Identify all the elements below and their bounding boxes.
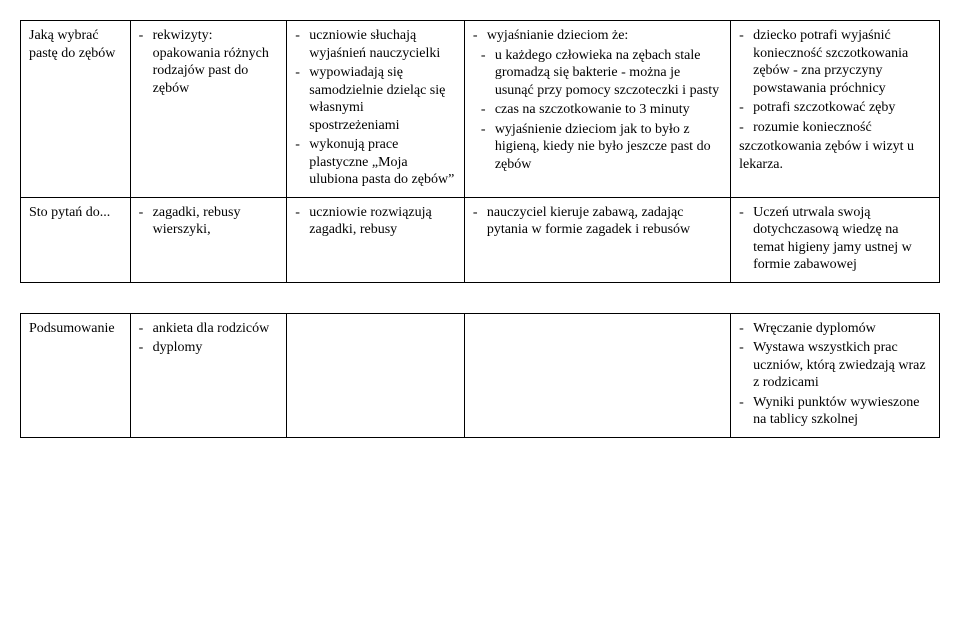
materials-cell: rekwizyty: opakowania różnych rodzajów p…	[139, 27, 279, 97]
topic-cell: Sto pytań do...	[29, 204, 122, 222]
list-item: dziecko potrafi wyjaśnić konieczność szc…	[739, 27, 931, 97]
list-item: wypowiadają się samodzielnie dzieląc się…	[295, 64, 456, 134]
outcomes-cell: Wręczanie dyplomów Wystawa wszystkich pr…	[739, 320, 931, 429]
topic-cell: Jaką wybrać pastę do zębów	[29, 27, 122, 62]
table-row: Jaką wybrać pastę do zębów rekwizyty: op…	[21, 21, 940, 198]
outcomes-cell: dziecko potrafi wyjaśnić konieczność szc…	[739, 27, 931, 136]
activities-cell: uczniowie słuchają wyjaśnień nauczycielk…	[295, 27, 456, 189]
list-item: wyjaśnienie dzieciom jak to było z higie…	[473, 121, 722, 174]
teacher-cell: wyjaśnianie dzieciom że:	[473, 27, 722, 45]
lesson-plan-table: Jaką wybrać pastę do zębów rekwizyty: op…	[20, 20, 940, 438]
list-item: zagadki, rebusy wierszyki,	[139, 204, 279, 239]
table-row: Sto pytań do... zagadki, rebusy wierszyk…	[21, 197, 940, 282]
list-item: uczniowie rozwiązują zagadki, rebusy	[295, 204, 456, 239]
table-spacer	[21, 282, 940, 313]
list-item: wyjaśnianie dzieciom że:	[473, 27, 722, 45]
list-item: Uczeń utrwala swoją dotychczasową wiedzę…	[739, 204, 931, 274]
list-item: Wręczanie dyplomów	[739, 320, 931, 338]
list-item: u każdego człowieka na zębach stale grom…	[473, 47, 722, 100]
activities-cell: uczniowie rozwiązują zagadki, rebusy	[295, 204, 456, 239]
list-item: Wyniki punktów wywieszone na tablicy szk…	[739, 394, 931, 429]
table-row: Podsumowanie ankieta dla rodziców dyplom…	[21, 313, 940, 437]
materials-cell: ankieta dla rodziców dyplomy	[139, 320, 279, 357]
teacher-cell: nauczyciel kieruje zabawą, zadając pytan…	[473, 204, 722, 239]
teacher-subcell: u każdego człowieka na zębach stale grom…	[473, 47, 722, 174]
list-item: nauczyciel kieruje zabawą, zadając pytan…	[473, 204, 722, 239]
materials-cell: zagadki, rebusy wierszyki,	[139, 204, 279, 239]
list-item: czas na szczotkowanie to 3 minuty	[473, 101, 722, 119]
list-item: rekwizyty: opakowania różnych rodzajów p…	[139, 27, 279, 97]
list-item: wykonują prace plastyczne „Moja ulubiona…	[295, 136, 456, 189]
list-item: potrafi szczotkować zęby	[739, 99, 931, 117]
outcomes-tail: szczotkowania zębów i wizyt u lekarza.	[739, 138, 931, 173]
list-item: rozumie konieczność	[739, 119, 931, 137]
outcomes-cell: Uczeń utrwala swoją dotychczasową wiedzę…	[739, 204, 931, 274]
list-item: Wystawa wszystkich prac uczniów, którą z…	[739, 339, 931, 392]
topic-cell: Podsumowanie	[29, 320, 122, 338]
list-item: dyplomy	[139, 339, 279, 357]
list-item: uczniowie słuchają wyjaśnień nauczycielk…	[295, 27, 456, 62]
list-item: ankieta dla rodziców	[139, 320, 279, 338]
